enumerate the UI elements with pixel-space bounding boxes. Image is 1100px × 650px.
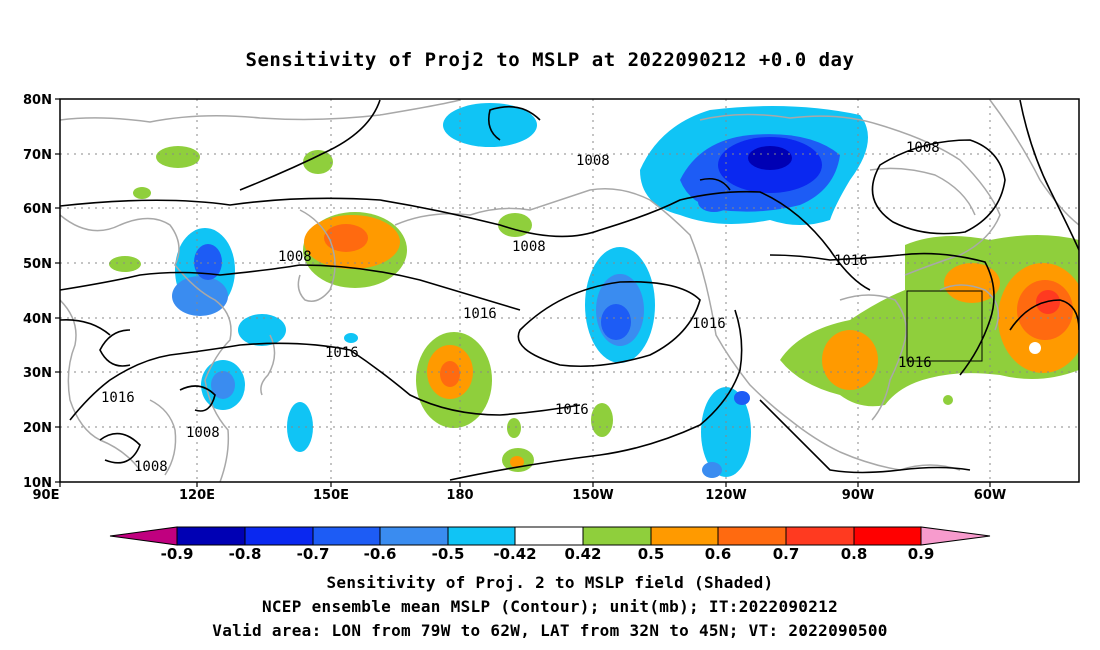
colorbar-label: 0.6 <box>705 545 732 563</box>
contour-label: 1008 <box>906 140 940 156</box>
contour-label: 1016 <box>463 306 497 322</box>
colorbar-swatch <box>582 526 652 546</box>
colorbar-label: -0.7 <box>297 545 330 563</box>
contour-label: 1008 <box>576 153 610 169</box>
lon-label: 90W <box>842 488 874 503</box>
lat-label: 50N <box>23 257 52 272</box>
contour-label: 1016 <box>692 316 726 332</box>
chart-title: Sensitivity of Proj2 to MSLP at 20220902… <box>245 49 855 71</box>
contour-label: 1008 <box>186 425 220 441</box>
colorbar-label: 0.7 <box>773 545 800 563</box>
contour-label: 1016 <box>834 253 868 269</box>
colorbar-label: -0.9 <box>161 545 194 563</box>
lat-label: 20N <box>23 421 52 436</box>
orange-patch <box>324 224 368 252</box>
lon-label: 120E <box>179 488 215 503</box>
lon-label: 150W <box>572 488 613 503</box>
contour-label-layer: 1008 1008 1008 1008 1008 1008 1016 1016 … <box>101 140 940 475</box>
green-patch <box>507 418 521 438</box>
lon-label: 150E <box>313 488 349 503</box>
contour-label: 1016 <box>555 402 589 418</box>
green-patch <box>133 187 151 199</box>
blue-patch <box>702 462 722 478</box>
blue-patch <box>194 244 222 280</box>
orange-patch <box>510 456 524 468</box>
lon-label: 180 <box>446 488 473 503</box>
colorbar-left-arrow <box>109 526 178 546</box>
caption-valid-area: Valid area: LON from 79W to 62W, LAT fro… <box>212 621 888 640</box>
contour-label: 1016 <box>325 345 359 361</box>
colorbar-swatch <box>312 526 381 546</box>
colorbar-swatch <box>447 526 516 546</box>
colorbar-swatch <box>379 526 449 546</box>
lat-label: 10N <box>23 476 52 491</box>
colorbar-swatch <box>853 526 922 546</box>
mslp-contours <box>60 99 1079 481</box>
lon-label: 90E <box>33 488 60 503</box>
blue-patch <box>172 276 228 316</box>
blue-patch <box>344 333 358 343</box>
map-frame <box>59 98 1080 483</box>
green-patch <box>109 256 141 272</box>
valid-area-box <box>906 290 983 362</box>
green-patch <box>156 146 200 168</box>
contour-label: 1008 <box>512 239 546 255</box>
blue-patch <box>211 371 235 399</box>
contour-label: 1008 <box>134 459 168 475</box>
colorbar-right-arrow <box>920 526 991 546</box>
shading-layer <box>109 103 1079 478</box>
blue-patch <box>238 314 286 346</box>
blue-patch <box>698 192 730 212</box>
colorbar-label: -0.6 <box>364 545 397 563</box>
blue-patch <box>748 146 792 170</box>
caption-contour: NCEP ensemble mean MSLP (Contour); unit(… <box>261 597 839 616</box>
colorbar-swatch <box>650 526 719 546</box>
coastlines <box>60 99 1079 482</box>
colorbar-label: 0.8 <box>841 545 868 563</box>
lon-label: 120W <box>705 488 746 503</box>
map-panel: 1008 1008 1008 1008 1008 1008 1016 1016 … <box>60 99 1079 482</box>
orange-patch <box>944 263 1000 303</box>
green-patch <box>591 403 613 437</box>
blue-patch <box>734 391 750 405</box>
colorbar-label: 0.5 <box>638 545 665 563</box>
white-hole <box>1029 342 1041 354</box>
orange-patch <box>440 361 460 387</box>
contour-label: 1016 <box>898 355 932 371</box>
lat-axis: 80N 70N 60N 50N 40N 30N 20N 10N <box>23 93 60 491</box>
lat-label: 70N <box>23 148 52 163</box>
caption-shading: Sensitivity of Proj. 2 to MSLP field (Sh… <box>326 573 774 592</box>
colorbar-label: 0.42 <box>564 545 601 563</box>
colorbar-label: -0.42 <box>493 545 536 563</box>
lat-label: 30N <box>23 366 52 381</box>
lat-label: 40N <box>23 312 52 327</box>
contour-label: 1008 <box>278 249 312 265</box>
colorbar-swatch <box>244 526 314 546</box>
blue-patch <box>701 387 751 477</box>
blue-patch <box>601 304 631 340</box>
colorbar-label: -0.8 <box>229 545 262 563</box>
colorbar-swatch <box>785 526 855 546</box>
green-patch <box>498 213 532 237</box>
colorbar-label: -0.5 <box>432 545 465 563</box>
lat-label: 60N <box>23 202 52 217</box>
colorbar-swatch <box>514 526 584 546</box>
contour-label: 1016 <box>101 390 135 406</box>
green-patch <box>943 395 953 405</box>
orange-patch <box>822 330 878 390</box>
gridlines <box>60 99 1079 482</box>
colorbar-swatch <box>176 526 246 546</box>
lon-axis: 90E 120E 150E 180 150W 120W 90W 60W <box>33 482 1006 503</box>
lon-label: 60W <box>974 488 1006 503</box>
colorbar-swatch <box>717 526 787 546</box>
lat-label: 80N <box>23 93 52 108</box>
colorbar-label: 0.9 <box>908 545 935 563</box>
green-patch <box>303 150 333 174</box>
colorbar: -0.9 -0.8 -0.7 -0.6 -0.5 -0.42 0.42 0.5 … <box>109 526 991 563</box>
